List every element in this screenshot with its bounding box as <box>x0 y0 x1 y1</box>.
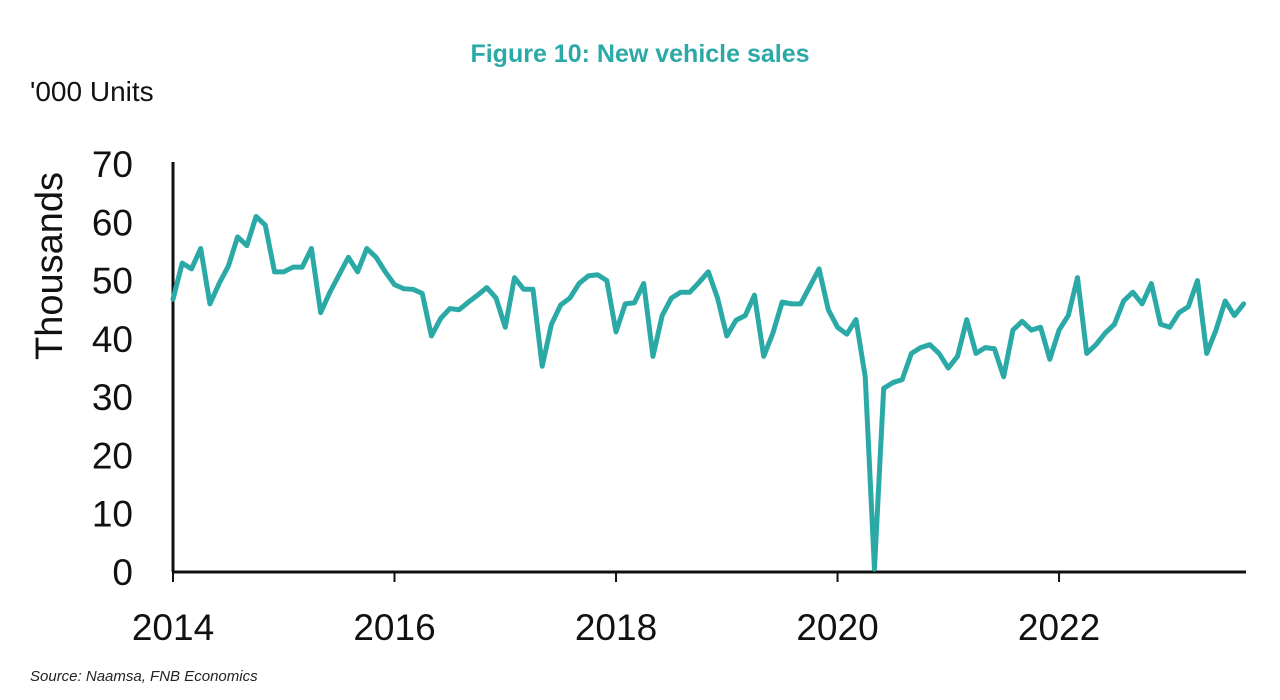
data-points <box>172 216 1244 570</box>
y-tick-label: 20 <box>92 435 133 476</box>
y-axis-label: Thousands <box>29 172 71 360</box>
x-tick-label: 2014 <box>132 607 214 648</box>
units-label: '000 Units <box>30 76 154 107</box>
y-tick-labels: 0 10 20 30 40 50 60 70 <box>92 144 133 593</box>
series-line <box>170 213 1247 572</box>
x-tick-label: 2022 <box>1018 607 1100 648</box>
y-tick-label: 40 <box>92 319 133 360</box>
y-tick-label: 10 <box>92 494 133 535</box>
x-tick-labels: 2014 2016 2018 2020 2022 <box>132 607 1100 648</box>
source-note: Source: Naamsa, FNB Economics <box>30 668 258 685</box>
x-tick-label: 2020 <box>796 607 878 648</box>
y-tick-label: 60 <box>92 202 133 243</box>
y-tick-label: 70 <box>92 144 133 185</box>
x-tick-label: 2016 <box>353 607 435 648</box>
x-tick-marks <box>172 572 1061 582</box>
x-tick-label: 2018 <box>575 607 657 648</box>
y-tick-label: 0 <box>112 552 133 593</box>
y-tick-label: 50 <box>92 261 133 302</box>
y-tick-label: 30 <box>92 377 133 418</box>
chart-title: Figure 10: New vehicle sales <box>470 40 810 68</box>
